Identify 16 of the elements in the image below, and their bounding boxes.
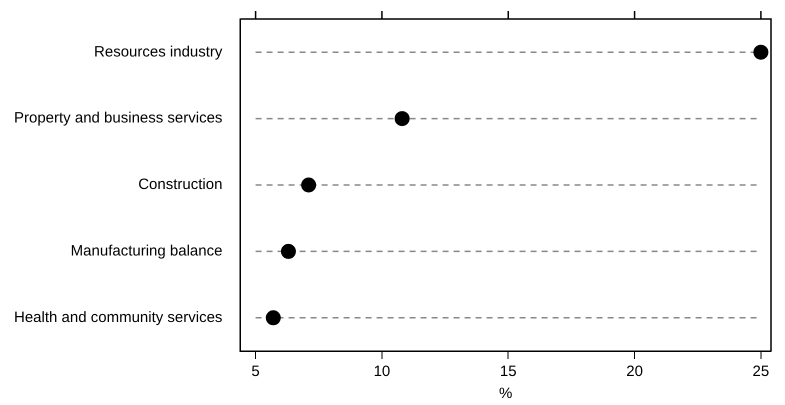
x-tick-label: 5 xyxy=(251,363,260,380)
x-tick-label: 20 xyxy=(626,363,643,380)
point xyxy=(394,111,410,126)
point xyxy=(266,310,281,326)
point xyxy=(753,44,768,60)
point xyxy=(280,244,296,259)
x-axis-title: % xyxy=(499,385,512,402)
y-tick-label: Health and community services xyxy=(14,308,222,326)
point xyxy=(301,178,316,192)
x-tick-label: 15 xyxy=(500,363,517,380)
x-tick-label: 10 xyxy=(374,363,390,380)
y-tick-label: Property and business services xyxy=(14,110,222,127)
y-tick-label: Manufacturing balance xyxy=(70,242,222,260)
x-tick-label: 25 xyxy=(752,363,770,380)
y-tick-label: Construction xyxy=(138,176,222,194)
y-tick-label: Resources industry xyxy=(94,43,223,60)
